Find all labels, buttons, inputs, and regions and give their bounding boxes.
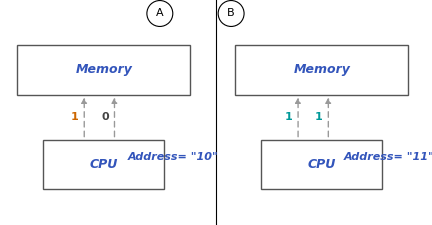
Text: CPU: CPU: [89, 158, 118, 171]
Text: 1: 1: [71, 112, 79, 122]
Text: Memory: Memory: [75, 63, 132, 76]
Text: A: A: [156, 9, 164, 18]
Text: B: B: [227, 9, 235, 18]
Text: Address= "10": Address= "10": [127, 153, 218, 162]
Text: CPU: CPU: [308, 158, 336, 171]
Text: 1: 1: [285, 112, 292, 122]
Bar: [43, 140, 164, 189]
Text: Address= "11": Address= "11": [343, 153, 432, 162]
Bar: [17, 45, 190, 94]
Ellipse shape: [218, 0, 244, 27]
Text: 1: 1: [315, 112, 323, 122]
Text: 0: 0: [101, 112, 109, 122]
Bar: [235, 45, 408, 94]
Bar: [261, 140, 382, 189]
Ellipse shape: [147, 0, 173, 27]
Text: Memory: Memory: [293, 63, 350, 76]
